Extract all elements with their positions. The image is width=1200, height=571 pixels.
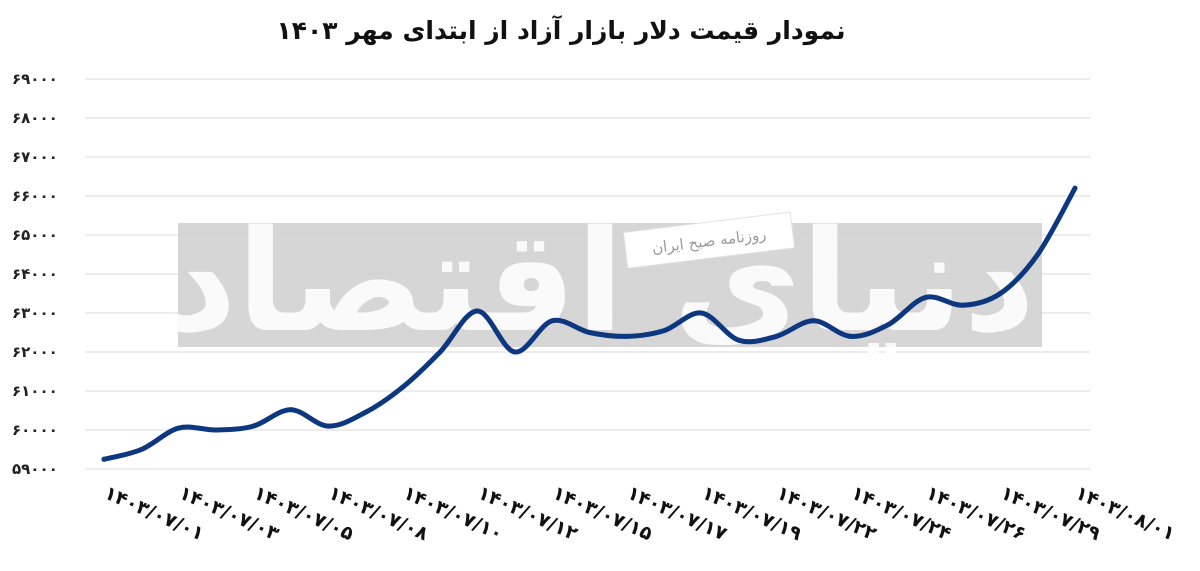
data-point — [288, 407, 294, 413]
y-tick-label: ۶۱۰۰۰ — [12, 382, 58, 400]
y-tick-label: ۶۶۰۰۰ — [12, 187, 58, 205]
data-point — [624, 333, 630, 339]
y-axis-tick-labels: ۵۹۰۰۰ ۶۰۰۰۰ ۶۱۰۰۰ ۶۲۰۰۰ ۶۳۰۰۰ ۶۴۰۰۰ ۶۵۰۰۰ ۶۶۰۰۰… — [12, 70, 58, 478]
data-point — [1072, 185, 1078, 191]
data-point — [400, 384, 406, 390]
data-point — [699, 310, 704, 316]
data-point — [437, 349, 443, 355]
y-tick-label: ۶۳۰۰۰ — [12, 304, 58, 322]
data-point — [176, 425, 182, 431]
watermark-band — [178, 223, 1042, 347]
data-point — [997, 291, 1003, 296]
y-tick-label: ۶۸۰۰۰ — [12, 109, 58, 127]
x-axis-tick-labels: ۱۴۰۳/۰۷/۰۱۱۴۰۳/۰۷/۰۳۱۴۰۳/۰۷/۰۵۱۴۰۳/۰۷/۰۸… — [101, 482, 1178, 546]
data-point — [923, 294, 929, 300]
data-point — [362, 409, 368, 415]
data-point — [773, 333, 779, 339]
data-point — [736, 337, 742, 343]
data-point — [325, 423, 331, 429]
series-points — [101, 185, 1078, 462]
data-point — [138, 447, 144, 452]
data-point — [661, 328, 667, 334]
y-tick-label: ۶۴۰۰۰ — [12, 265, 58, 283]
data-point — [587, 330, 592, 335]
data-point — [475, 308, 480, 314]
y-tick-label: ۵۹۰۰۰ — [12, 460, 58, 478]
data-point — [960, 302, 966, 308]
data-point — [213, 427, 219, 433]
data-point — [549, 318, 555, 324]
data-point — [885, 322, 891, 328]
watermark-badge-box — [622, 211, 796, 269]
data-point — [848, 333, 854, 339]
chart-title: نمودار قیمت دلار بازار آزاد از ابتدای مه… — [277, 15, 846, 46]
data-point — [101, 456, 107, 462]
y-tick-label: ۶۹۰۰۰ — [12, 70, 58, 88]
watermark-badge: روزنامه صبح ایران — [622, 211, 796, 269]
data-point — [512, 349, 518, 355]
watermark: دنیای اقتصاد روزنامه صبح ایران — [165, 201, 1042, 364]
y-tick-label: ۶۵۰۰۰ — [12, 226, 58, 244]
data-point — [811, 318, 817, 324]
y-tick-label: ۶۲۰۰۰ — [12, 343, 58, 361]
data-point — [1035, 252, 1041, 257]
y-tick-label: ۶۷۰۰۰ — [12, 148, 58, 166]
y-tick-label: ۶۰۰۰۰ — [12, 421, 58, 439]
data-point — [250, 423, 256, 429]
watermark-logo-text: دنیای اقتصاد — [165, 201, 1035, 364]
